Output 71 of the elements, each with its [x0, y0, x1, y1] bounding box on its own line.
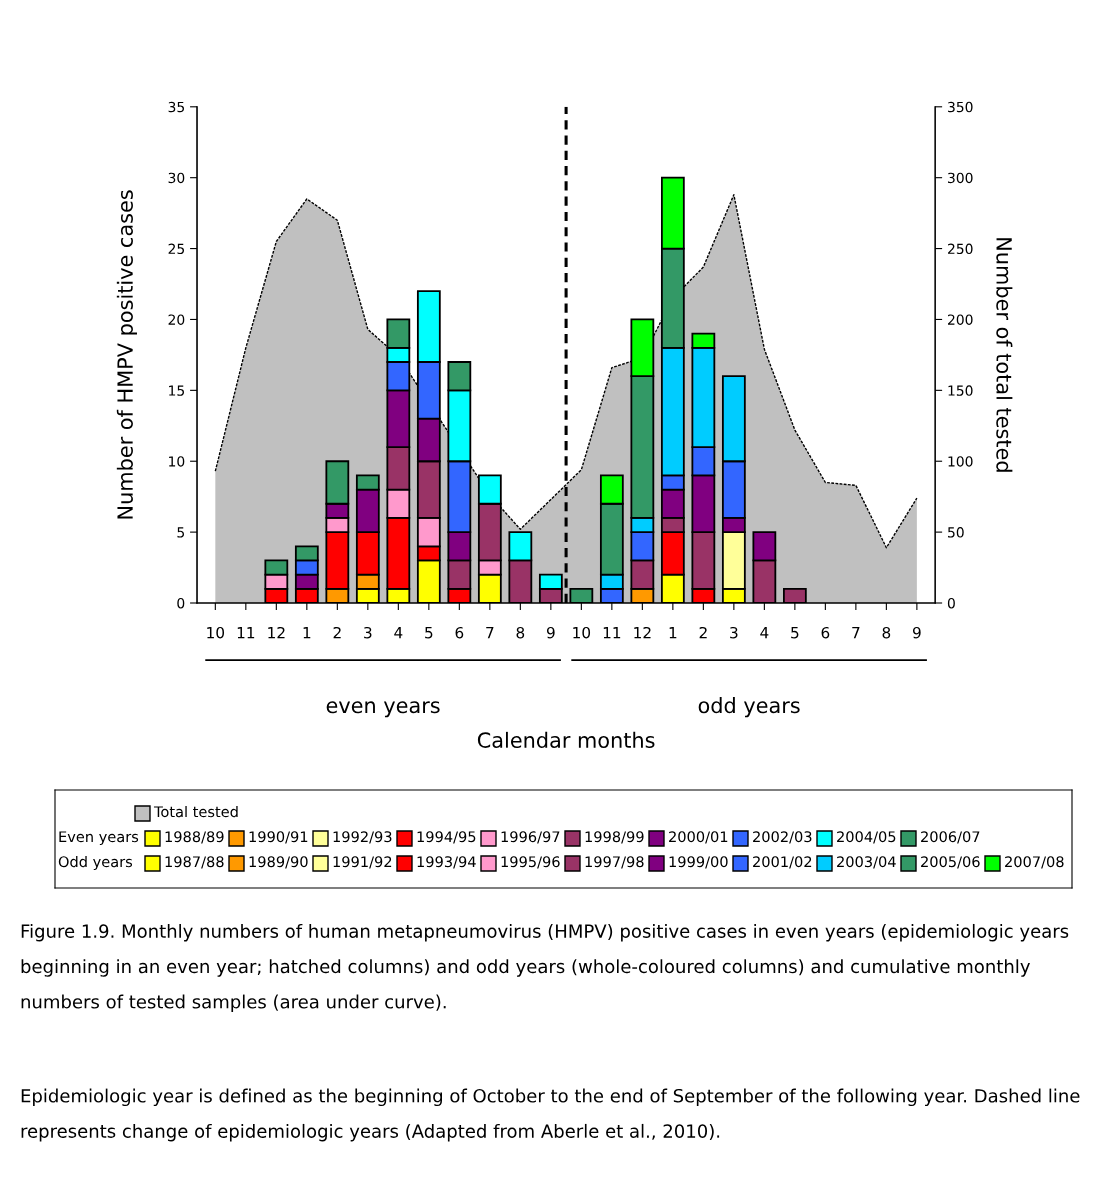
legend-label: 2004/05 [837, 831, 896, 844]
legend-label: 1998/99 [585, 831, 644, 844]
legend-label: 1992/93 [333, 831, 392, 844]
text: Epidemiologic year is defined as the beginning of October to the end of September of the following year. Dashed line represents change of epidemiologic years (Adapted from Aberle et al., 2010). [21, 1088, 1080, 1142]
x-tick-label: 3 [730, 626, 738, 639]
x-tick-label: 6 [455, 626, 464, 639]
y-tick-label: 30 [168, 172, 185, 184]
legend-label: 2005/06 [921, 856, 980, 869]
legend-label: 1996/97 [501, 831, 560, 844]
legend-label: 1993/94 [417, 856, 476, 869]
legend-label: 1987/88 [165, 856, 224, 869]
x-axis-title: Calendar months [477, 731, 655, 748]
x-tick-label: 5 [425, 627, 433, 639]
legend-label: 1990/91 [249, 831, 308, 844]
legend-label: 1988/89 [165, 831, 224, 844]
x-tick-label: 4 [394, 627, 403, 639]
legend-label: 1991/92 [333, 856, 392, 869]
text: even years [326, 701, 440, 718]
text: odd years [698, 697, 800, 718]
y-tick-label: 25 [168, 243, 185, 255]
x-tick-label: 7 [852, 627, 860, 639]
x-tick-label: 12 [268, 626, 285, 639]
x-tick-label: 8 [516, 626, 525, 639]
x-tick-label: 8 [882, 626, 891, 639]
legend-label: 2006/07 [921, 831, 980, 844]
x-tick-label: 1 [669, 627, 677, 639]
legend-label: 2001/02 [753, 856, 812, 869]
legend-label: 2002/03 [753, 831, 812, 844]
x-tick-label: 10 [573, 626, 591, 639]
x-tick-label: 12 [634, 626, 651, 639]
legend-label: 1997/98 [585, 856, 644, 869]
y-tick-label: 5 [177, 527, 185, 538]
x-tick-label: 5 [791, 627, 799, 639]
text: Even years [59, 831, 139, 846]
x-tick-label: 3 [364, 626, 372, 639]
legend-label: Total tested [153, 805, 238, 818]
x-tick-label: 10 [207, 626, 225, 639]
y-tick-label: 10 [169, 456, 185, 467]
legend-label: 2000/01 [669, 831, 728, 844]
y2-tick-label: 0 [947, 597, 955, 609]
legend-label: 1995/96 [501, 856, 560, 869]
x-tick-label: 11 [603, 627, 621, 639]
legend-label: 1989/90 [249, 856, 308, 869]
x-tick-label: 2 [333, 626, 341, 639]
text: Odd years [58, 855, 133, 871]
y2-tick-label: 300 [948, 172, 973, 184]
y2-tick-label: 350 [948, 101, 973, 113]
x-tick-label: 7 [486, 627, 494, 639]
y-tick-label: 35 [168, 101, 185, 113]
x-tick-label: 6 [821, 626, 830, 639]
y2-tick-label: 150 [948, 385, 973, 396]
y-tick-label: 0 [177, 597, 185, 609]
x-tick-label: 1 [303, 627, 311, 639]
x-tick-label: 2 [699, 626, 707, 639]
y2-tick-label: 250 [948, 243, 973, 255]
y2-axis-title: Number of total tested [996, 238, 1013, 472]
x-tick-label: 4 [760, 627, 769, 639]
legend-label: 1994/95 [417, 831, 476, 844]
y2-tick-label: 100 [948, 456, 973, 467]
legend-label: 2007/08 [1005, 856, 1064, 869]
y2-tick-label: 200 [948, 314, 973, 325]
x-tick-label: 9 [546, 626, 555, 639]
y-axis-title: Number of HMPV positive cases [116, 190, 137, 519]
y2-tick-label: 50 [948, 527, 964, 538]
y-tick-label: 20 [168, 314, 185, 325]
y-tick-label: 15 [169, 385, 185, 396]
x-tick-label: 9 [912, 626, 921, 639]
legend-label: 2003/04 [837, 856, 896, 869]
x-tick-label: 11 [237, 627, 255, 639]
legend-label: 1999/00 [669, 856, 728, 869]
caption: Figure 1.9. Monthly numbers of human metapneumovirus (HMPV) positive cases in even years (epidemiologic years beginning in an even year; hatched columns) and odd years (whole-coloured columns) and cumulative monthly numbers of tested samples (area under curve). [21, 923, 1069, 1013]
